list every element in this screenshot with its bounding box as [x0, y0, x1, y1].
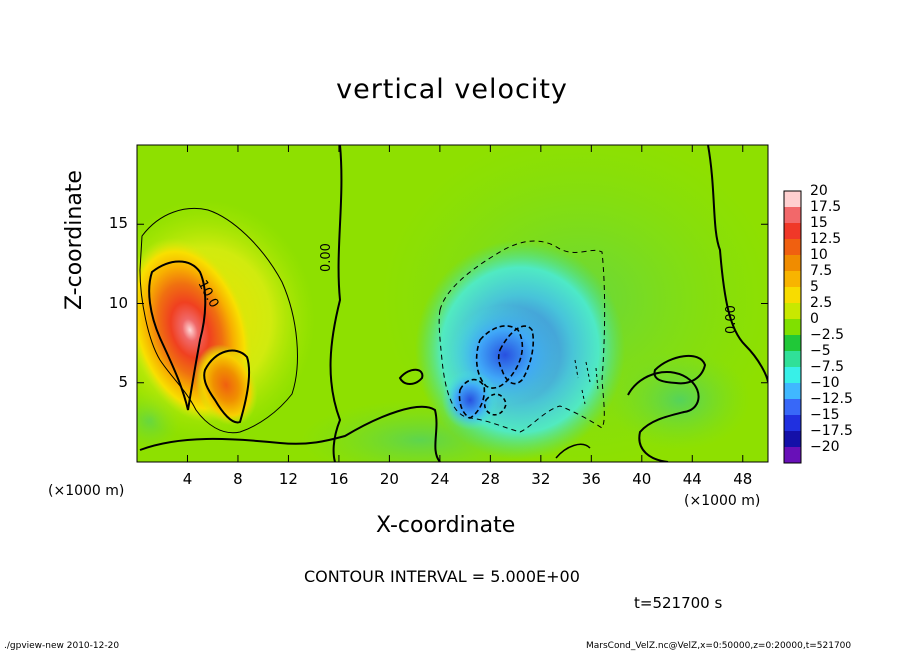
colorbar-label: 20 — [810, 183, 828, 199]
contour-0-small — [555, 443, 591, 459]
colorbar-label: 17.5 — [810, 199, 842, 215]
contour-0-right-low — [627, 371, 700, 462]
colorbar-label: 2.5 — [810, 295, 833, 311]
colorbar-label: 7.5 — [810, 263, 833, 279]
colorbar-label: 15 — [810, 215, 828, 231]
colorbar-label: −15 — [810, 407, 840, 423]
colorbar-swatch — [784, 287, 801, 304]
colorbar-swatch — [784, 191, 801, 208]
colorbar-label: 12.5 — [810, 231, 842, 247]
colorbar-label: −12.5 — [810, 391, 853, 407]
colorbar — [784, 191, 801, 464]
x-tick-label: 40 — [632, 470, 652, 488]
x-tick-label: 20 — [379, 470, 399, 488]
colorbar-swatch — [784, 447, 801, 464]
x-tick-label: 4 — [182, 470, 193, 488]
contour-label: 0.00 — [724, 305, 739, 334]
contour-0-loop — [398, 368, 424, 385]
colorbar-label: 0 — [810, 311, 819, 327]
velocity-field — [137, 145, 768, 462]
slight-negative-region — [610, 350, 750, 450]
contour-label: 0.00 — [319, 243, 334, 272]
colorbar-swatch — [784, 271, 801, 288]
x-tick-label: 36 — [581, 470, 601, 488]
colorbar-label: −2.5 — [810, 327, 844, 343]
colorbar-swatch — [784, 399, 801, 416]
y-tick-label: 15 — [108, 214, 128, 233]
colorbar-swatch — [784, 431, 801, 448]
updraft-core-secondary — [194, 344, 258, 426]
colorbar-swatch — [784, 207, 801, 224]
colorbar-swatch — [784, 335, 801, 352]
contour-0-right — [707, 145, 768, 383]
footer-left: ./gpview-new 2010-12-20 — [4, 641, 120, 651]
colorbar-label: −7.5 — [810, 359, 844, 375]
colorbar-swatch — [784, 255, 801, 272]
x-tick-label: 32 — [531, 470, 551, 488]
colorbar-label: 10 — [810, 247, 828, 263]
colorbar-swatch — [784, 223, 801, 240]
contours — [139, 145, 768, 462]
x-axis-label: X-coordinate — [376, 513, 516, 538]
colorbar-swatch — [784, 415, 801, 432]
x-tick-label: 24 — [430, 470, 450, 488]
colorbar-label: −5 — [810, 343, 831, 359]
y-axis-label: Z-coordinate — [62, 170, 87, 310]
contour-10-secondary — [203, 349, 251, 424]
x-axis-unit-left: (×1000 m) — [48, 483, 125, 499]
colorbar-label: −20 — [810, 439, 840, 455]
x-tick-label: 28 — [480, 470, 500, 488]
x-tick-label: 44 — [682, 470, 702, 488]
contour-neg10-c — [458, 378, 486, 419]
chart-title: vertical velocity — [336, 74, 568, 105]
colorbar-swatch — [784, 319, 801, 336]
footer-right: MarsCond_VelZ.nc@VelZ,x=0:50000,z=0:2000… — [586, 641, 852, 651]
colorbar-label: −17.5 — [810, 423, 853, 439]
colorbar-swatch — [784, 383, 801, 400]
colorbar-frame — [783, 190, 802, 464]
colorbar-label: 5 — [810, 279, 819, 295]
y-tick-label: 5 — [118, 372, 128, 391]
x-axis-ticks — [186, 145, 744, 462]
colorbar-swatch — [784, 239, 801, 256]
x-tick-label: 8 — [233, 470, 243, 488]
contour-0-vertical — [329, 145, 343, 462]
contour-neg10-a — [475, 325, 524, 389]
contour-neg10-b — [497, 325, 535, 385]
contour-interval-text: CONTOUR INTERVAL = 5.000E+00 — [304, 567, 580, 586]
y-tick-label: 10 — [108, 293, 128, 312]
contour-0-right-loop — [653, 354, 707, 385]
x-tick-label: 16 — [329, 470, 349, 488]
x-tick-label: 12 — [278, 470, 298, 488]
contour-0-low — [139, 405, 441, 462]
contour-5-main — [139, 207, 298, 434]
colorbar-swatch — [784, 303, 801, 320]
colorbar-swatch — [784, 367, 801, 384]
contour-10-main — [148, 260, 207, 411]
x-tick-label: 48 — [733, 470, 753, 488]
contour-neg10-d — [483, 393, 507, 416]
colorbar-label: −10 — [810, 375, 840, 391]
time-stamp: t=521700 s — [634, 594, 723, 612]
contour-neg5-outer — [438, 240, 606, 433]
y-axis-ticks — [137, 223, 768, 384]
colorbar-swatch — [784, 351, 801, 368]
x-axis-unit-right: (×1000 m) — [684, 493, 761, 509]
